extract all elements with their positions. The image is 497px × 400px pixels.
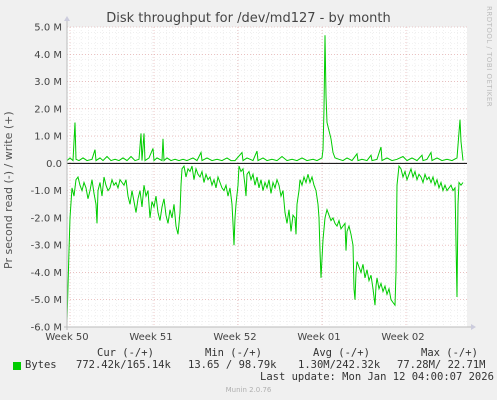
plot-area — [67, 27, 467, 327]
last-update: Last update: Mon Jan 12 04:00:07 2026 — [260, 371, 494, 383]
y-tick-label: -2.0 M — [31, 213, 62, 224]
legend-header-avg: Avg (-/+) — [313, 347, 370, 359]
y-tick-label: 3.0 M — [34, 77, 62, 88]
y-axis-arrow — [64, 16, 70, 21]
legend-header-cur: Cur (-/+) — [97, 347, 154, 359]
legend-max-value: 77.28M/ 22.71M — [397, 359, 486, 371]
y-tick-label: 4.0 M — [34, 50, 62, 61]
y-tick-label: 0.0 — [46, 159, 62, 170]
x-tick-label: Week 52 — [213, 332, 256, 343]
x-tick-label: Week 01 — [297, 332, 340, 343]
legend-cur-value: 772.42k/165.14k — [76, 359, 171, 371]
rrdtool-credit: RRDTOOL / TOBI OETIKER — [485, 6, 493, 108]
y-tick-label: -1.0 M — [31, 186, 62, 197]
series-bytes-read-line — [66, 164, 464, 322]
x-axis-arrow — [471, 324, 476, 330]
chart-title: Disk throughput for /dev/md127 - by mont… — [106, 11, 391, 26]
munin-version: Munin 2.0.76 — [225, 386, 272, 394]
legend-avg-value: 1.30M/242.32k — [298, 359, 381, 371]
y-tick-label: -6.0 M — [31, 323, 62, 334]
x-tick-label: Week 50 — [45, 332, 88, 343]
y-tick-label: -3.0 M — [31, 241, 62, 252]
y-tick-label: 5.0 M — [34, 23, 62, 34]
y-tick-label: -5.0 M — [31, 295, 62, 306]
legend-swatch-bytes — [13, 362, 21, 370]
legend-min-value: 13.65 / 98.79k — [188, 359, 277, 371]
legend-series-name: Bytes — [25, 359, 57, 371]
legend-header-min: Min (-/+) — [205, 347, 262, 359]
y-tick-label: -4.0 M — [31, 268, 62, 279]
legend-header-max: Max (-/+) — [421, 347, 478, 359]
y-tick-label: 1.0 M — [34, 132, 62, 143]
y-tick-label: 2.0 M — [34, 104, 62, 115]
x-tick-label: Week 51 — [129, 332, 172, 343]
series-bytes-write-line — [66, 35, 464, 162]
x-tick-label: Week 02 — [381, 332, 424, 343]
